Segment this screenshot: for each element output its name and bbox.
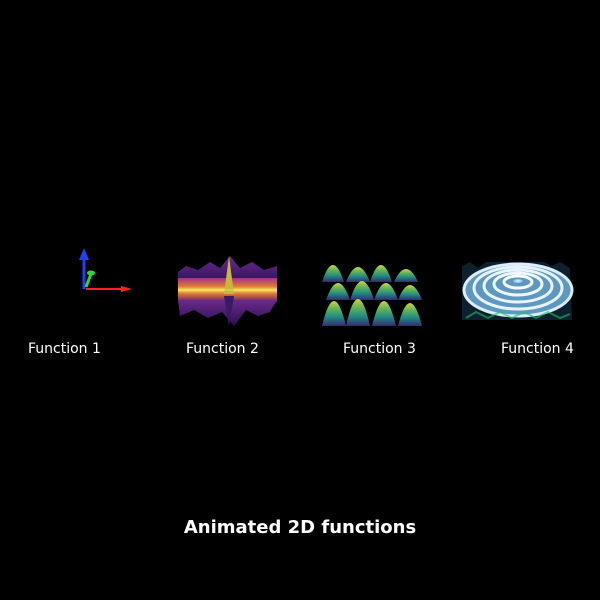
function-4-label: Function 4 — [501, 341, 574, 357]
function-1-axes — [79, 248, 132, 292]
function-2-surface — [178, 256, 277, 326]
function-2-label: Function 2 — [186, 341, 259, 357]
function-4-surface — [462, 262, 574, 320]
function-3-surface — [322, 265, 422, 326]
y-axis-arrow — [84, 273, 93, 288]
function-1-label: Function 1 — [28, 341, 101, 357]
x-axis-arrowhead — [121, 286, 132, 292]
scene-title: Animated 2D functions — [183, 517, 417, 538]
function-3-label: Function 3 — [343, 341, 416, 357]
z-axis-arrowhead — [79, 248, 89, 260]
y-axis-arrowhead — [87, 270, 95, 276]
